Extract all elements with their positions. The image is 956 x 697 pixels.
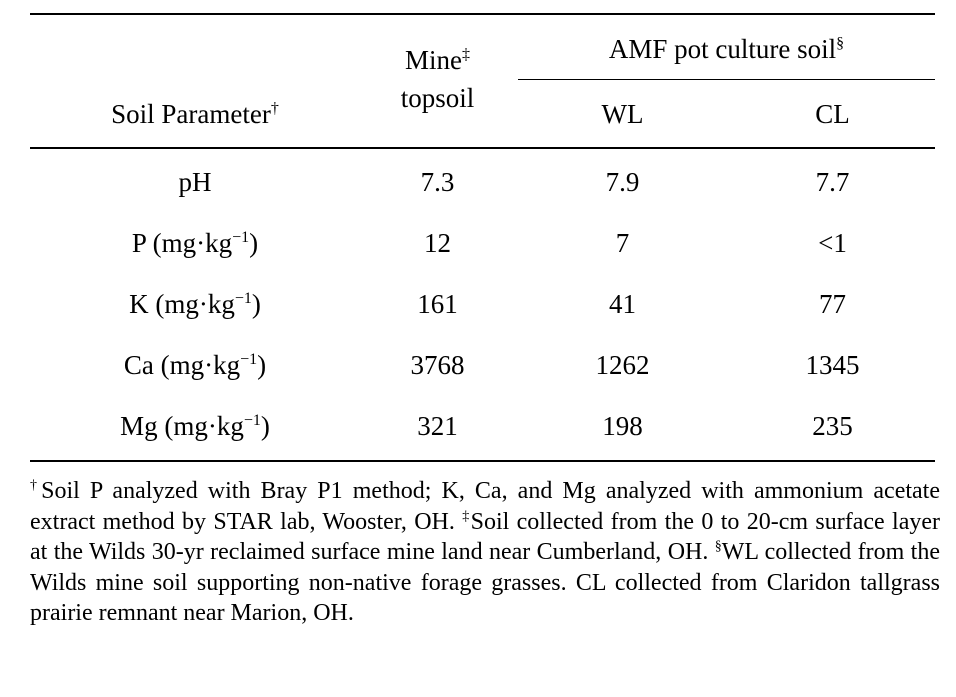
row-param: K (mg·kg−1)	[60, 289, 330, 319]
row-wl: 198	[602, 411, 643, 441]
row-param: Ca (mg·kg−1)	[60, 350, 330, 380]
row-param-text: pH	[178, 167, 212, 197]
row-param-text: Mg (mg·kg	[120, 411, 244, 441]
footnote-section: §	[714, 539, 722, 554]
header-soil-parameter: Soil Parameter†	[60, 99, 330, 129]
row-param: Mg (mg·kg−1)	[60, 411, 330, 441]
header-mine-text: Mine	[405, 45, 462, 75]
header-amf: AMF pot culture soil§	[518, 34, 935, 64]
section-mark: §	[836, 35, 845, 52]
top-rule	[30, 13, 935, 15]
header-amf-text: AMF pot culture soil	[608, 34, 837, 64]
amf-underline	[518, 79, 935, 80]
row-cl: 7.7	[815, 167, 850, 197]
row-wl: 41	[609, 289, 636, 319]
header-param-text: Soil Parameter	[111, 99, 271, 129]
row-param: pH	[60, 167, 330, 197]
header-mine-line1: Mine‡	[355, 45, 520, 75]
row-mine: 7.3	[420, 167, 455, 197]
row-param: P (mg·kg−1)	[60, 228, 330, 258]
header-cl-text: CL	[815, 99, 850, 129]
row-mine: 321	[417, 411, 458, 441]
footnote-text-1: Soil P analyzed with Bray P1 method; K, …	[30, 478, 940, 535]
header-cl: CL	[755, 99, 910, 129]
header-rule	[30, 147, 935, 149]
unit-exponent: −1	[232, 229, 250, 246]
row-wl: 7.9	[605, 167, 640, 197]
row-cl: 77	[819, 289, 846, 319]
unit-close: )	[257, 350, 267, 380]
table-footnote: †Soil P analyzed with Bray P1 method; K,…	[30, 476, 940, 629]
unit-close: )	[251, 289, 261, 319]
footnote-double-dagger: ‡	[462, 508, 471, 524]
header-wl-text: WL	[601, 99, 644, 129]
unit-exponent: −1	[234, 290, 252, 307]
row-mine: 12	[424, 228, 451, 258]
unit-close: )	[260, 411, 270, 441]
row-wl: 7	[615, 228, 630, 258]
unit-exponent: −1	[243, 412, 261, 429]
row-cl: 1345	[805, 350, 860, 380]
row-param-text: P (mg·kg	[131, 228, 233, 258]
row-cl: 235	[812, 411, 853, 441]
double-dagger-mark: ‡	[462, 46, 470, 63]
row-wl: 1262	[595, 350, 650, 380]
row-param-text: Ca (mg·kg	[123, 350, 241, 380]
header-mine-line2: topsoil	[355, 83, 520, 113]
row-cl: <1	[818, 228, 847, 258]
header-wl: WL	[545, 99, 700, 129]
footnote-text-2: Soil collected from the 0 to 20-cm surfa…	[30, 508, 941, 566]
dagger-mark: †	[270, 100, 279, 117]
header-topsoil-text: topsoil	[400, 83, 475, 113]
footnote-text-3: WL collected from the Wilds mine soil su…	[30, 539, 940, 626]
footnote-dagger: †	[30, 478, 42, 493]
row-mine: 3768	[410, 350, 465, 380]
unit-close: )	[249, 228, 259, 258]
row-param-text: K (mg·kg	[129, 289, 235, 319]
unit-exponent: −1	[240, 351, 258, 368]
row-mine: 161	[417, 289, 458, 319]
bottom-rule	[30, 460, 935, 462]
